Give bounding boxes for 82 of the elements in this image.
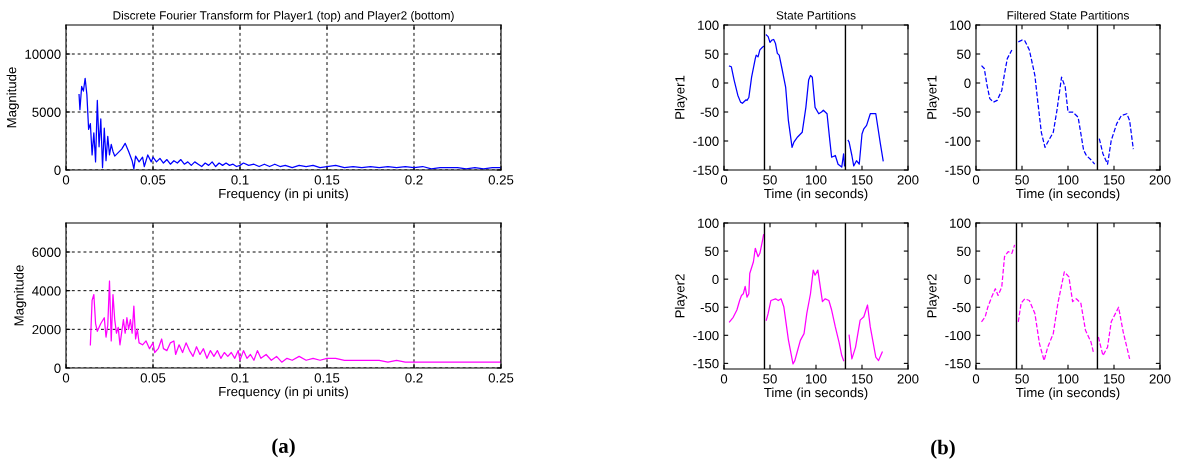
y-tick-label: 100	[698, 218, 719, 228]
x-tick-label: 100	[1058, 175, 1079, 185]
x-tick-label: 50	[763, 175, 777, 185]
y-tick-label: 2000	[32, 324, 61, 335]
y-tick-label: -50	[700, 302, 719, 313]
y-tick-label: -150	[945, 358, 971, 369]
y-tick-label: 50	[704, 246, 719, 256]
y-tick-label: -100	[945, 136, 971, 146]
text: (b)	[931, 439, 955, 459]
x-tick-label: 0.25	[488, 175, 514, 185]
x-tick-label: 0	[972, 374, 980, 384]
y-tick-label: -100	[693, 330, 719, 341]
x-axis-title: Time (in seconds)	[1016, 188, 1120, 201]
text: (a)	[272, 438, 295, 458]
x-tick-label: 0.15	[314, 373, 340, 383]
x-tick-label: 200	[897, 175, 919, 185]
y-tick-label: 0	[54, 165, 61, 175]
y-tick-label: 50	[704, 49, 719, 59]
x-tick-label: 0.2	[405, 175, 423, 185]
y-tick-label: 50	[956, 246, 971, 256]
y-tick-label: -50	[952, 302, 971, 313]
y-tick-label: 50	[956, 49, 971, 59]
y-tick-label: 0	[712, 274, 719, 285]
x-tick-label: 100	[806, 374, 827, 384]
y-tick-label: 0	[964, 78, 971, 88]
chart-title: State Partitions	[776, 10, 856, 20]
y-axis-title: Player2	[926, 274, 940, 318]
y-tick-label: 0	[964, 274, 971, 285]
line-series	[89, 280, 501, 363]
y-tick-label: -150	[693, 165, 719, 175]
x-tick-label: 0.1	[231, 175, 249, 185]
y-tick-label: 100	[950, 218, 971, 228]
y-tick-label: -50	[700, 107, 719, 117]
y-tick-label: -50	[952, 107, 971, 117]
y-tick-label: 0	[712, 78, 719, 88]
y-axis-title: Player2	[674, 274, 688, 318]
x-tick-label: 50	[763, 374, 777, 384]
x-tick-label: 150	[1104, 374, 1125, 384]
y-tick-label: 10000	[25, 49, 61, 59]
y-tick-label: -150	[945, 165, 971, 175]
x-tick-label: 0	[972, 175, 980, 185]
x-tick-label: 0.25	[488, 373, 514, 383]
y-tick-label: 100	[950, 20, 971, 30]
x-axis-title: Frequency (in pi units)	[219, 386, 348, 399]
x-tick-label: 0.1	[231, 373, 249, 383]
x-tick-label: 0	[62, 175, 70, 185]
x-tick-label: 100	[1058, 374, 1079, 384]
x-axis-title: Frequency (in pi units)	[219, 188, 348, 201]
y-axis-title: Magnitude	[6, 67, 19, 128]
x-tick-label: 0.05	[140, 175, 166, 185]
x-tick-label: 0	[720, 175, 728, 185]
x-tick-label: 0	[62, 373, 70, 383]
y-tick-label: 100	[698, 20, 719, 30]
x-tick-label: 50	[1015, 175, 1029, 185]
y-tick-label: -100	[693, 136, 719, 146]
x-tick-label: 100	[806, 175, 827, 185]
y-axis-title: Player1	[926, 75, 940, 119]
x-axis-title: Time (in seconds)	[764, 387, 868, 400]
chart-title: Filtered State Partitions	[1007, 10, 1129, 20]
y-tick-label: -100	[945, 330, 971, 341]
y-tick-label: 6000	[32, 247, 61, 257]
x-tick-label: 50	[1015, 374, 1029, 384]
x-tick-label: 150	[852, 374, 873, 384]
x-tick-label: 200	[897, 374, 919, 384]
x-tick-label: 0.15	[314, 175, 340, 185]
x-tick-label: 200	[1149, 175, 1171, 185]
x-tick-label: 150	[1104, 175, 1125, 185]
x-tick-label: 150	[852, 175, 873, 185]
x-axis-title: Time (in seconds)	[764, 188, 868, 201]
line-series	[78, 77, 501, 170]
x-tick-label: 0.2	[405, 373, 423, 383]
x-axis-title: Time (in seconds)	[1016, 387, 1120, 400]
y-tick-label: 4000	[32, 286, 61, 296]
y-axis-title: Magnitude	[13, 265, 27, 326]
y-axis-title: Player1	[674, 75, 688, 119]
chart-title: Discrete Fourier Transform for Player1 (top) and Player2 (bottom)	[113, 10, 454, 22]
y-tick-label: 0	[54, 363, 61, 373]
x-tick-label: 0.05	[140, 373, 166, 383]
y-tick-label: -150	[693, 358, 719, 369]
x-tick-label: 200	[1149, 374, 1171, 384]
x-tick-label: 0	[720, 374, 728, 384]
y-tick-label: 5000	[32, 107, 61, 117]
